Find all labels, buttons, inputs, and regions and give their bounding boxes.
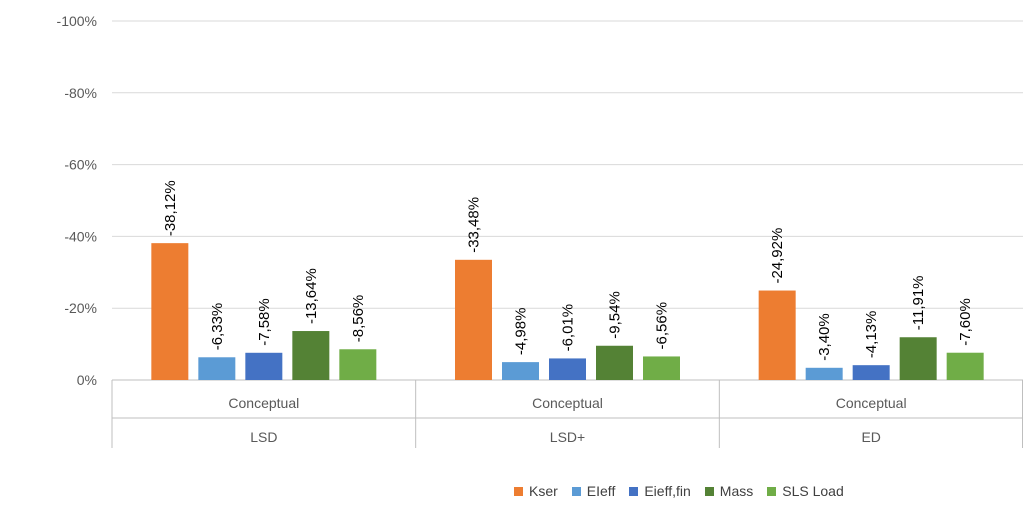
data-label: -38,12% — [162, 180, 179, 236]
bar-kser — [151, 243, 189, 380]
bar-eieff — [502, 362, 539, 380]
x-sub-category-label: Conceptual — [228, 395, 299, 411]
bar-mass — [596, 345, 633, 380]
legend-swatch — [629, 486, 639, 496]
legend-swatch — [767, 486, 777, 496]
data-label: -24,92% — [769, 228, 786, 284]
y-tick-label: -20% — [64, 300, 97, 316]
legend-label: SLS Load — [782, 483, 844, 499]
data-label: -33,48% — [466, 197, 483, 253]
data-label: -11,91% — [910, 275, 927, 330]
x-category-label: LSD — [250, 429, 277, 445]
data-label: -7,60% — [957, 298, 974, 346]
legend-swatch — [571, 486, 581, 496]
data-label: -7,58% — [256, 298, 273, 346]
data-label: -13,64% — [303, 268, 320, 324]
x-sub-category-label: Conceptual — [836, 395, 907, 411]
data-label: -3,40% — [816, 313, 833, 361]
legend-label: Eieff,fin — [644, 483, 691, 499]
bar-mass — [899, 337, 937, 380]
legend-label: Mass — [719, 483, 754, 499]
data-label: -6,01% — [560, 304, 577, 352]
y-tick-label: -40% — [64, 228, 97, 244]
legend-label: Kser — [529, 483, 558, 499]
data-labels: -38,12% -6,33% -7,58% -13,64% -8,56% -33,48% -… — [162, 180, 974, 361]
bar-eieff-fin — [245, 352, 283, 380]
data-label: -4,13% — [863, 311, 880, 359]
y-tick-label: -80% — [64, 85, 97, 101]
data-label: -6,56% — [654, 302, 671, 350]
bar-eieff-fin — [549, 358, 586, 380]
bar-kser — [455, 259, 492, 380]
x-axis: Conceptual LSD Conceptual LSD+ Conceptual ED — [111, 380, 1023, 448]
data-label: -8,56% — [350, 295, 367, 343]
bar-kser — [758, 290, 796, 380]
x-sub-category-label: Conceptual — [532, 395, 603, 411]
x-category-label: ED — [861, 429, 880, 445]
x-category-label: LSD+ — [550, 429, 585, 445]
legend-item: EIeff — [571, 483, 616, 499]
data-label: -9,54% — [607, 291, 624, 339]
y-axis-ticks: 0% -20% -40% -60% -80% -100% — [57, 13, 97, 388]
legend-label: EIeff — [586, 483, 616, 499]
bars — [151, 243, 984, 380]
bar-mass — [292, 331, 330, 380]
bar-eieff — [198, 357, 236, 380]
chart: 0% -20% -40% -60% -80% -100% -38,12% -6,33% -7,… — [57, 13, 1023, 448]
y-tick-label: 0% — [77, 372, 97, 388]
legend-swatch — [514, 486, 523, 496]
bar-eieff — [805, 367, 843, 380]
data-label: -4,98% — [513, 308, 530, 356]
bar-sls-load — [339, 349, 377, 380]
legend: Kser EIeff Eieff,fin Mass SLS Load — [514, 480, 858, 502]
data-label: -6,33% — [209, 303, 226, 351]
legend-swatch — [704, 486, 714, 496]
legend-item: SLS Load — [767, 483, 844, 499]
bar-eieff-fin — [852, 365, 890, 380]
legend-item: Kser — [514, 483, 558, 499]
legend-item: Eieff,fin — [629, 483, 691, 499]
bar-sls-load — [643, 356, 680, 380]
bar-sls-load — [946, 352, 984, 380]
legend-item: Mass — [704, 483, 754, 499]
y-tick-label: -100% — [57, 13, 97, 29]
y-tick-label: -60% — [64, 157, 97, 173]
